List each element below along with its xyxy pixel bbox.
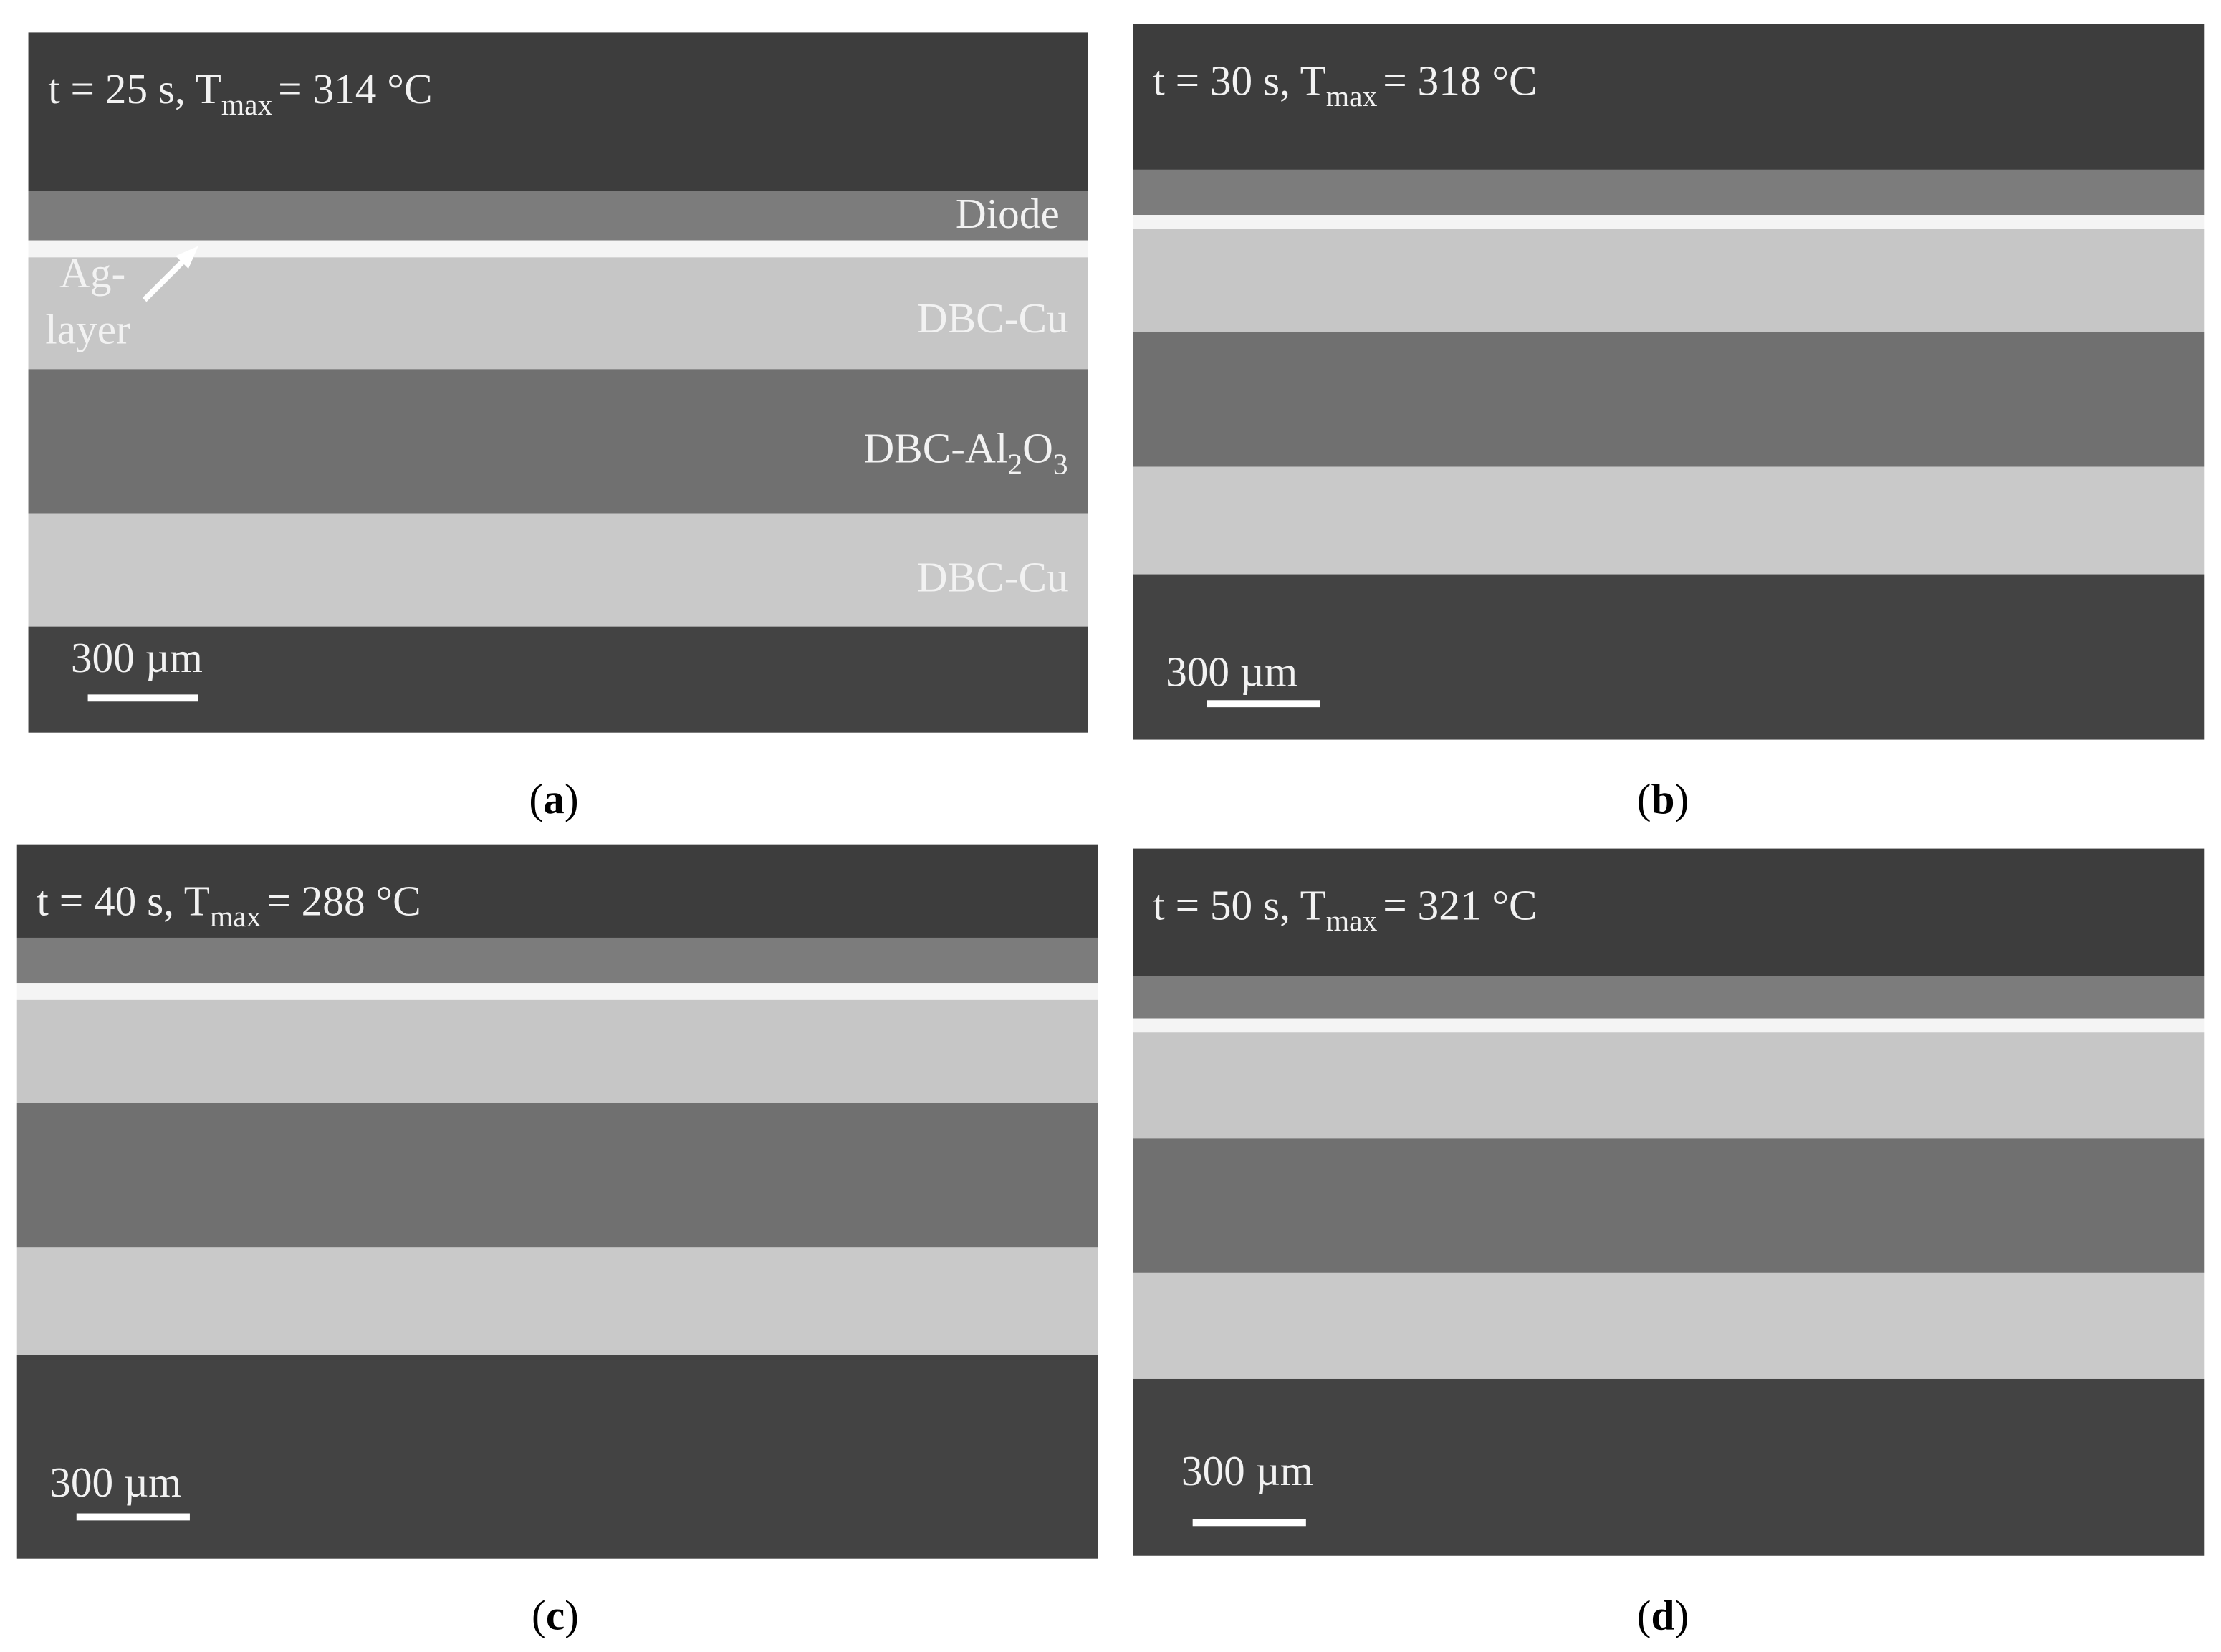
mold-bottom [16,1355,1098,1559]
caption-open: ( [529,775,543,822]
label-part: O [1022,425,1053,472]
layer-label: layer [45,306,130,353]
label-sub: 2 [1007,447,1022,480]
caption: (d) [1637,1591,1689,1638]
ag-layer [16,983,1098,1000]
title-sub: max [1326,80,1378,112]
layer-label: DBC-Al2O3 [863,425,1068,481]
scale-label: 300 µm [71,634,203,681]
caption-close: ) [565,775,579,822]
ag-layer [1133,215,2205,229]
title-rest: = 318 °C [1383,57,1537,104]
title-rest: = 314 °C [278,65,432,112]
caption-letter: a [543,775,565,822]
title-sub: max [1326,904,1378,937]
cu-layer [1133,229,2205,332]
cu-layer [1133,1272,2205,1379]
title-main: t = 40 s, T [37,877,210,924]
panel: t = 30 s, Tmax = 318 °C 300 µm [1133,24,2205,740]
mold-bottom [1133,574,2205,740]
mold-top [16,844,1098,938]
diode-layer [16,937,1098,984]
title-sub: max [221,88,273,121]
panel: t = 25 s, Tmax = 314 °C 300 µm Diode Ag-laye… [28,32,1088,733]
cu-layer [28,513,1088,627]
title-main: t = 25 s, T [48,65,221,112]
caption-open: ( [532,1591,546,1638]
scale-bar [1192,1519,1306,1527]
title-sub: max [210,900,262,933]
diode-layer [28,191,1088,241]
layer-label: Ag- [59,249,125,297]
caption-open: ( [1637,1591,1651,1638]
scale-bar [87,694,198,702]
scale-label: 300 µm [1166,648,1297,696]
layer-label: DBC-Cu [917,294,1068,342]
mold-bottom [1133,1378,2205,1556]
al2o3-layer [1133,1138,2205,1273]
scale-bar [1207,700,1320,708]
ag-layer [28,240,1088,258]
panel-title: t = 40 s, Tmax = 288 °C [37,877,421,933]
caption: (b) [1637,775,1689,822]
panel-title: t = 30 s, Tmax = 318 °C [1153,57,1537,112]
panel: t = 40 s, Tmax = 288 °C 300 µm [16,844,1098,1559]
cu-layer [16,999,1098,1103]
panel: t = 50 s, Tmax = 321 °C 300 µm [1133,848,2205,1556]
panel-title: t = 25 s, Tmax = 314 °C [48,65,432,121]
label-part: DBC-Al [863,425,1007,472]
cu-layer [16,1247,1098,1355]
scale-bar [76,1513,190,1521]
caption-letter: b [1651,775,1675,822]
title-main: t = 30 s, T [1153,57,1326,104]
cu-layer [1133,1032,2205,1139]
caption-close: ) [565,1591,579,1638]
cu-layer [28,257,1088,370]
al2o3-layer [1133,332,2205,467]
layer-label: DBC-Cu [917,553,1068,600]
scale-label: 300 µm [1181,1447,1313,1494]
title-rest: = 321 °C [1383,881,1537,928]
mold-top [1133,848,2205,976]
caption-letter: d [1651,1591,1675,1638]
caption-letter: c [546,1591,565,1638]
scale-label: 300 µm [49,1459,181,1506]
title-main: t = 50 s, T [1153,881,1326,928]
caption: (c) [532,1591,579,1638]
caption-close: ) [1675,775,1689,822]
diode-layer [1133,169,2205,216]
arrow-head [176,246,198,269]
panel-title: t = 50 s, Tmax = 321 °C [1153,881,1537,937]
title-rest: = 288 °C [267,877,421,924]
arrow [142,255,189,302]
al2o3-layer [16,1103,1098,1248]
ag-layer [1133,1018,2205,1033]
diode-layer [1133,976,2205,1019]
caption-close: ) [1675,1591,1689,1638]
mold-top [28,32,1088,191]
cu-layer [1133,466,2205,575]
al2o3-layer [28,369,1088,514]
mold-bottom [28,626,1088,733]
mold-top [1133,24,2205,170]
caption-open: ( [1637,775,1651,822]
caption: (a) [529,775,578,822]
label-sub: 3 [1053,447,1068,480]
layer-label: Diode [956,190,1060,237]
